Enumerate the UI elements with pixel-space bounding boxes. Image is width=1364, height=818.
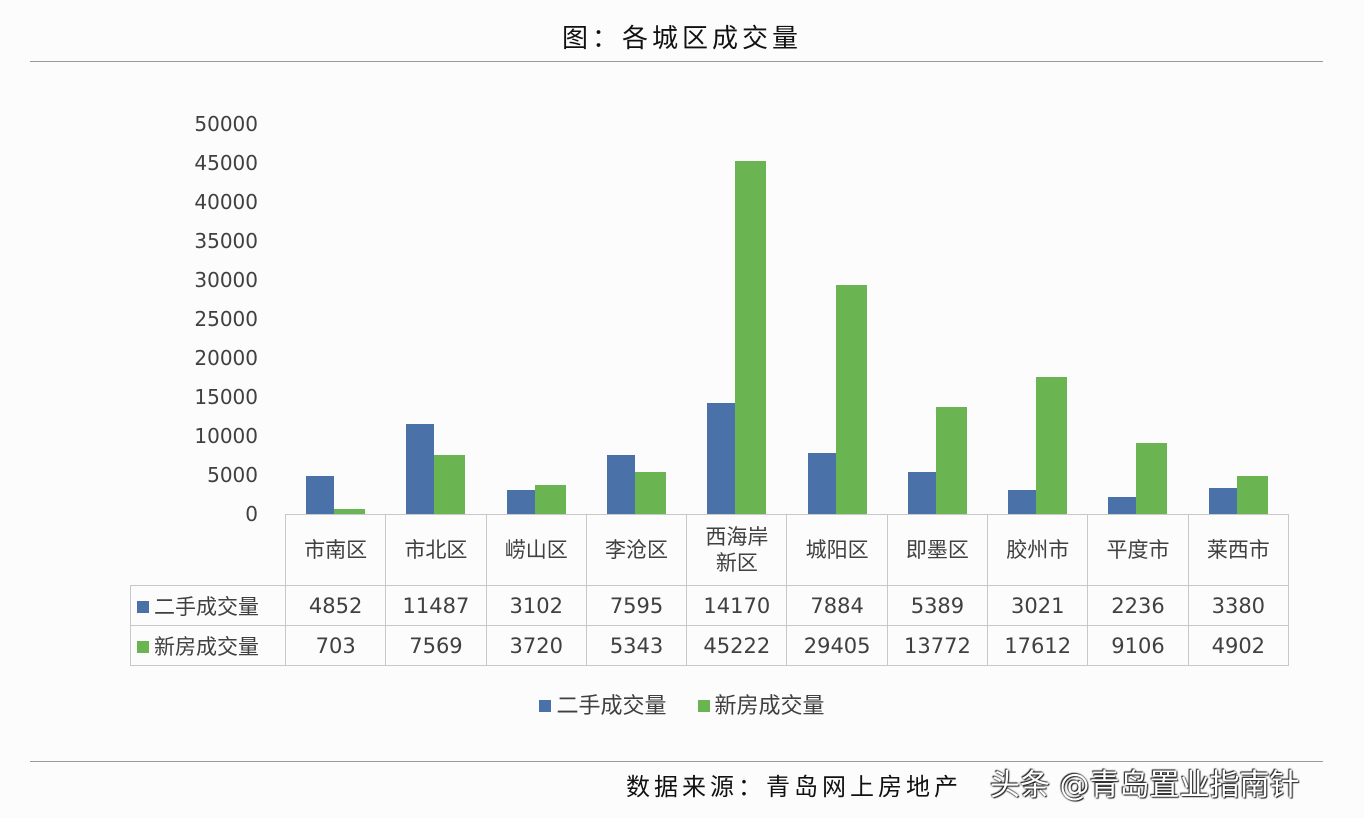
data-cell: 17612 <box>987 625 1089 666</box>
category-group <box>486 100 586 514</box>
plot-area <box>285 100 1288 514</box>
y-tick-label: 30000 <box>194 268 258 292</box>
bar-second-hand[interactable] <box>807 452 836 514</box>
data-table-header-row: 市南区 市北区 崂山区 李沧区 西海岸 新区 城阳区 即墨区 胶州市 平度市 莱西市 <box>130 514 1289 586</box>
data-table-row-second-hand: 二手成交量 4852 11487 3102 7595 14170 7884 5389 3021… <box>130 585 1289 626</box>
data-cell: 14170 <box>686 585 788 626</box>
category-group <box>686 100 786 514</box>
data-cell: 5389 <box>886 585 989 626</box>
bar-second-hand[interactable] <box>406 424 435 514</box>
category-label: 胶州市 <box>987 514 1089 586</box>
data-cell: 4852 <box>284 585 387 626</box>
category-label: 城阳区 <box>786 514 888 586</box>
bar-second-hand[interactable] <box>907 471 936 514</box>
category-label: 市北区 <box>385 514 487 586</box>
data-cell: 29405 <box>786 625 888 666</box>
series-swatch-icon <box>137 600 149 613</box>
category-label: 市南区 <box>284 514 387 586</box>
row-label-text: 新房成交量 <box>154 634 259 659</box>
data-cell: 703 <box>284 625 387 666</box>
category-group <box>887 100 987 514</box>
bar-new-house[interactable] <box>835 284 867 514</box>
bar-new-house[interactable] <box>735 161 767 514</box>
y-tick-label: 20000 <box>194 346 258 370</box>
watermark: 头条 @青岛置业指南针 <box>990 768 1300 803</box>
bar-second-hand[interactable] <box>606 454 635 514</box>
row-label-second-hand: 二手成交量 <box>130 585 286 626</box>
bar-second-hand[interactable] <box>1208 487 1237 514</box>
data-cell: 3021 <box>987 585 1089 626</box>
y-axis: 0 5000 10000 15000 20000 25000 30000 35000 40000… <box>150 0 258 818</box>
bar-new-house[interactable] <box>434 454 466 514</box>
source-note: 数据来源：青岛网上房地产 <box>626 773 962 801</box>
category-group <box>1087 100 1187 514</box>
series-swatch-icon <box>137 640 149 653</box>
chart-title: 图：各城区成交量 <box>561 24 802 54</box>
row-label-text: 二手成交量 <box>154 594 259 619</box>
legend-item-second-hand[interactable]: 二手成交量 <box>539 688 667 720</box>
data-table: 市南区 市北区 崂山区 李沧区 西海岸 新区 城阳区 即墨区 胶州市 平度市 莱西市 二手成交量 4… <box>130 514 1289 666</box>
category-label: 李沧区 <box>585 514 688 586</box>
data-cell: 7595 <box>585 585 688 626</box>
category-label: 崂山区 <box>485 514 587 586</box>
category-group <box>385 100 485 514</box>
y-tick-label: 10000 <box>194 424 258 448</box>
bar-second-hand[interactable] <box>707 403 736 514</box>
y-tick-label: 50000 <box>194 112 258 136</box>
data-cell: 7569 <box>385 625 487 666</box>
bar-second-hand[interactable] <box>1108 496 1137 514</box>
bar-new-house[interactable] <box>1036 376 1068 514</box>
category-group <box>285 100 385 514</box>
data-cell: 2236 <box>1087 585 1189 626</box>
y-tick-label: 15000 <box>194 385 258 409</box>
data-table-row-new-house: 新房成交量 703 7569 3720 5343 45222 29405 13772 1761… <box>130 625 1289 666</box>
legend-swatch-icon <box>539 700 552 712</box>
category-group <box>586 100 686 514</box>
data-cell: 7884 <box>786 585 888 626</box>
data-cell: 3102 <box>485 585 587 626</box>
legend: 二手成交量 新房成交量 <box>0 688 1364 720</box>
bottom-divider <box>30 761 1323 762</box>
bar-new-house[interactable] <box>1236 475 1268 514</box>
legend-item-new-house[interactable]: 新房成交量 <box>697 688 825 720</box>
category-group <box>987 100 1087 514</box>
bar-second-hand[interactable] <box>1008 490 1037 514</box>
legend-label: 新房成交量 <box>714 694 825 719</box>
bar-new-house[interactable] <box>534 484 566 514</box>
data-cell: 4902 <box>1187 625 1289 666</box>
y-tick-label: 45000 <box>194 151 258 175</box>
row-label-new-house: 新房成交量 <box>130 625 286 666</box>
legend-swatch-icon <box>697 700 710 712</box>
legend-label: 二手成交量 <box>556 694 667 719</box>
data-cell: 11487 <box>385 585 487 626</box>
bar-new-house[interactable] <box>334 508 365 514</box>
category-group <box>1188 100 1288 514</box>
data-cell: 3380 <box>1187 585 1289 626</box>
y-tick-label: 5000 <box>207 463 258 487</box>
bar-new-house[interactable] <box>935 406 967 514</box>
category-label: 西海岸 新区 <box>686 514 788 586</box>
bar-new-house[interactable] <box>1136 442 1168 514</box>
bar-new-house[interactable] <box>634 472 666 514</box>
bar-second-hand[interactable] <box>506 489 535 514</box>
data-cell: 3720 <box>485 625 587 666</box>
data-table-corner <box>130 514 286 586</box>
data-cell: 5343 <box>585 625 688 666</box>
data-cell: 9106 <box>1087 625 1189 666</box>
data-cell: 13772 <box>886 625 989 666</box>
category-label: 即墨区 <box>886 514 989 586</box>
y-tick-label: 40000 <box>194 190 258 214</box>
y-tick-label: 25000 <box>194 307 258 331</box>
category-group <box>787 100 887 514</box>
y-tick-label: 35000 <box>194 229 258 253</box>
category-label: 平度市 <box>1087 514 1189 586</box>
top-divider <box>30 61 1323 62</box>
bar-second-hand[interactable] <box>306 476 334 514</box>
category-label: 莱西市 <box>1187 514 1289 586</box>
data-cell: 45222 <box>686 625 788 666</box>
